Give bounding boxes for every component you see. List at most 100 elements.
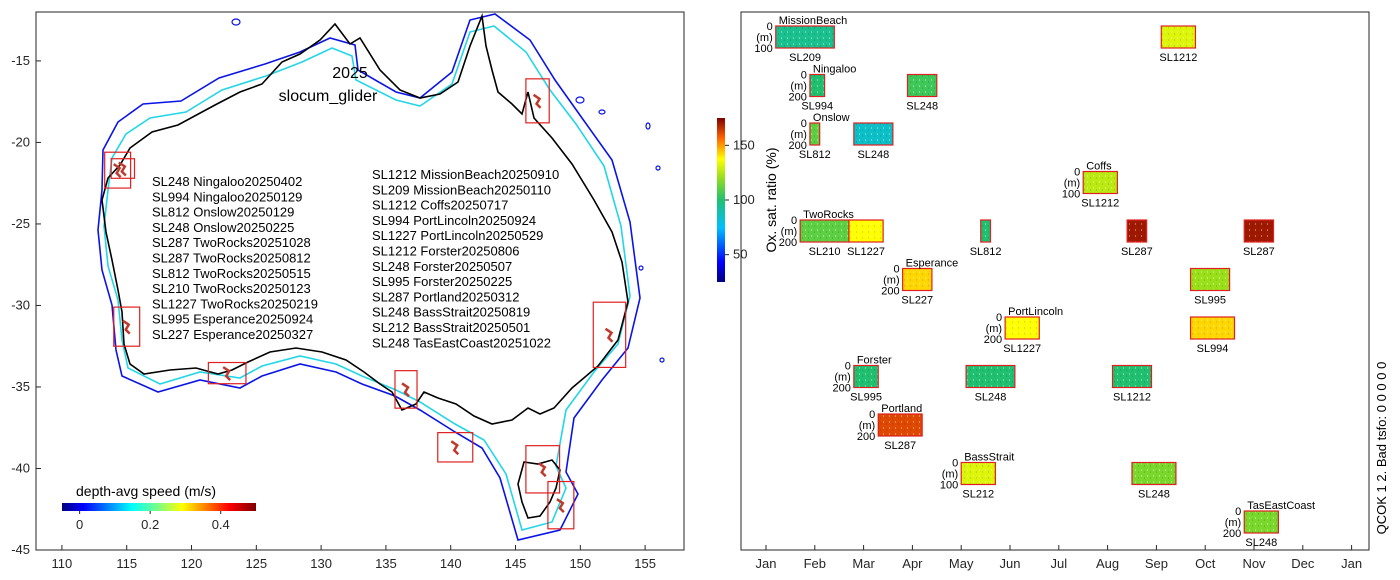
deployment-entry: SL248 Forster20250507 <box>372 259 512 274</box>
oxygen-colorbar: 50 100 150 Ox. sat. ratio (%) <box>717 118 779 282</box>
y-tick-label: -15 <box>11 53 30 68</box>
region-box-ningaloo <box>104 151 132 189</box>
glider-track <box>604 327 614 343</box>
deployment-glider-label: SL212 <box>962 489 994 501</box>
deployment-bar-frame <box>848 219 884 243</box>
island <box>655 165 661 171</box>
deployment-entry: SL1212 Coffs20250717 <box>372 198 508 213</box>
deployment-glider-label: SL812 <box>970 246 1002 258</box>
deployment-bar-texture <box>1190 317 1235 339</box>
depth-unit-label: (m) <box>942 469 959 481</box>
depth-top-label: 0 <box>767 21 773 33</box>
deployment-bar-frame <box>877 413 923 437</box>
x-tick-label: 115 <box>116 556 137 571</box>
deployment-glider-label: SL1227 <box>847 246 885 258</box>
deployment-glider-label: SL209 <box>789 52 821 64</box>
month-tick-label: Jul <box>1050 556 1067 571</box>
deployment-glider-label: SL227 <box>901 295 933 307</box>
deployment-bar-frame <box>853 122 894 146</box>
glider-track <box>538 462 547 478</box>
deployment-entry: SL209 MissionBeach20250110 <box>372 182 551 197</box>
glider-track <box>532 93 542 109</box>
deployment-glider-label: SL995 <box>850 392 882 404</box>
region-box-portland <box>437 432 474 463</box>
shelf-contour-blue <box>97 13 641 541</box>
depth-bottom-label: 200 <box>789 140 807 152</box>
deployment-bar-texture <box>809 74 825 97</box>
deployment-bar-texture <box>800 220 849 242</box>
deployment-bar-texture <box>1244 511 1279 533</box>
deployment-entry: SL995 Forster20250225 <box>372 274 512 289</box>
glider-track <box>122 319 131 335</box>
site-row-tworocks: SL210 TwoRocks 0(m)200 SL1227 SL812 SL287 SL28… <box>779 209 1275 258</box>
region-box-esperance <box>207 361 247 385</box>
region-box-taseastcoast <box>547 480 575 530</box>
deployment-entry: SL212 BassStrait20250501 <box>372 320 530 335</box>
deployment-bar-frame <box>980 219 992 243</box>
depth-top-label: 0 <box>845 361 851 373</box>
y-tick-label: -35 <box>11 379 30 394</box>
speed-colorbar-ticks: 0 0.2 0.4 <box>76 511 230 532</box>
deployment-glider-label: SL995 <box>1194 295 1226 307</box>
month-tick-label: Mar <box>852 556 875 571</box>
month-tick-label: Sep <box>1145 556 1168 571</box>
x-tick-label: 130 <box>310 556 332 571</box>
site-name-label: Onslow <box>813 112 850 124</box>
depth-top-label: 0 <box>894 264 900 276</box>
deployment-bar-frame <box>960 461 996 486</box>
speed-colorbar-tick-label: 0.4 <box>212 517 230 532</box>
map-geography <box>97 12 665 541</box>
glider-track <box>112 163 122 179</box>
depth-top-label: 0 <box>952 458 958 470</box>
shelf-contour-cyan <box>103 25 631 531</box>
x-tick-label: 125 <box>245 556 267 571</box>
site-name-label: Ningaloo <box>813 64 856 76</box>
region-box-tworocks <box>113 306 141 347</box>
deployment-entry: SL1212 MissionBeach20250910 <box>372 167 559 182</box>
deployment-bar-texture <box>1190 268 1230 291</box>
deployment-bar-texture <box>1005 317 1040 339</box>
deployment-bar-texture <box>980 220 991 242</box>
depth-bottom-label: 100 <box>1062 189 1080 201</box>
glider-track <box>401 382 410 398</box>
deployment-bar-texture <box>809 123 820 145</box>
deployment-bar-texture <box>853 123 893 145</box>
island <box>645 122 651 130</box>
deployment-bar-texture <box>1244 220 1274 242</box>
deployment-bar-frame <box>965 364 1016 389</box>
site-name-label: TasEastCoast <box>1247 500 1315 512</box>
deployment-entry: SL248 BassStrait20250819 <box>372 305 530 320</box>
island <box>659 357 665 363</box>
oxygen-colorbar-tick-label: 50 <box>733 247 747 262</box>
deployment-bar-frame <box>1111 364 1153 389</box>
deployment-glider-label: SL248 <box>906 101 938 113</box>
deployment-timeline: SL209MissionBeach0(m)100SL1212SL994Ninga… <box>754 15 1315 549</box>
depth-bottom-label: 200 <box>984 334 1002 346</box>
oxygen-colorbar-tick-label: 150 <box>733 137 755 152</box>
speed-colorbar-tick-label: 0 <box>76 517 83 532</box>
deployment-entry: SL812 TwoRocks20250515 <box>152 266 311 281</box>
depth-unit-label: (m) <box>986 323 1003 335</box>
month-tick-label: Feb <box>804 556 826 571</box>
oxygen-colorbar-ticks: 50 100 150 <box>725 137 755 262</box>
deployment-bar-frame <box>1004 316 1040 340</box>
depth-bottom-label: 200 <box>789 92 807 104</box>
site-name-label: BassStrait <box>964 452 1014 464</box>
deployment-glider-label: SL1212 <box>1081 198 1119 210</box>
y-tick-label: -40 <box>11 460 30 475</box>
deployment-bar-frame <box>775 25 835 49</box>
islands <box>231 18 665 363</box>
month-tick-label: Apr <box>902 556 923 571</box>
island <box>231 18 241 26</box>
region-box-forster <box>592 301 627 369</box>
deployment-glider-label: SL248 <box>975 392 1007 404</box>
deployment-bar-frame <box>1189 316 1236 340</box>
deployment-bar-frame <box>1082 170 1118 195</box>
deployment-bar-frame <box>902 267 933 292</box>
deployment-bar-texture <box>1132 462 1176 485</box>
depth-unit-label: (m) <box>790 81 807 93</box>
deployment-glider-label: SL248 <box>1245 537 1277 549</box>
deployment-bar-texture <box>1083 171 1118 194</box>
deployment-bar-frame <box>1243 219 1275 243</box>
deployment-glider-label: SL1212 <box>1113 392 1151 404</box>
